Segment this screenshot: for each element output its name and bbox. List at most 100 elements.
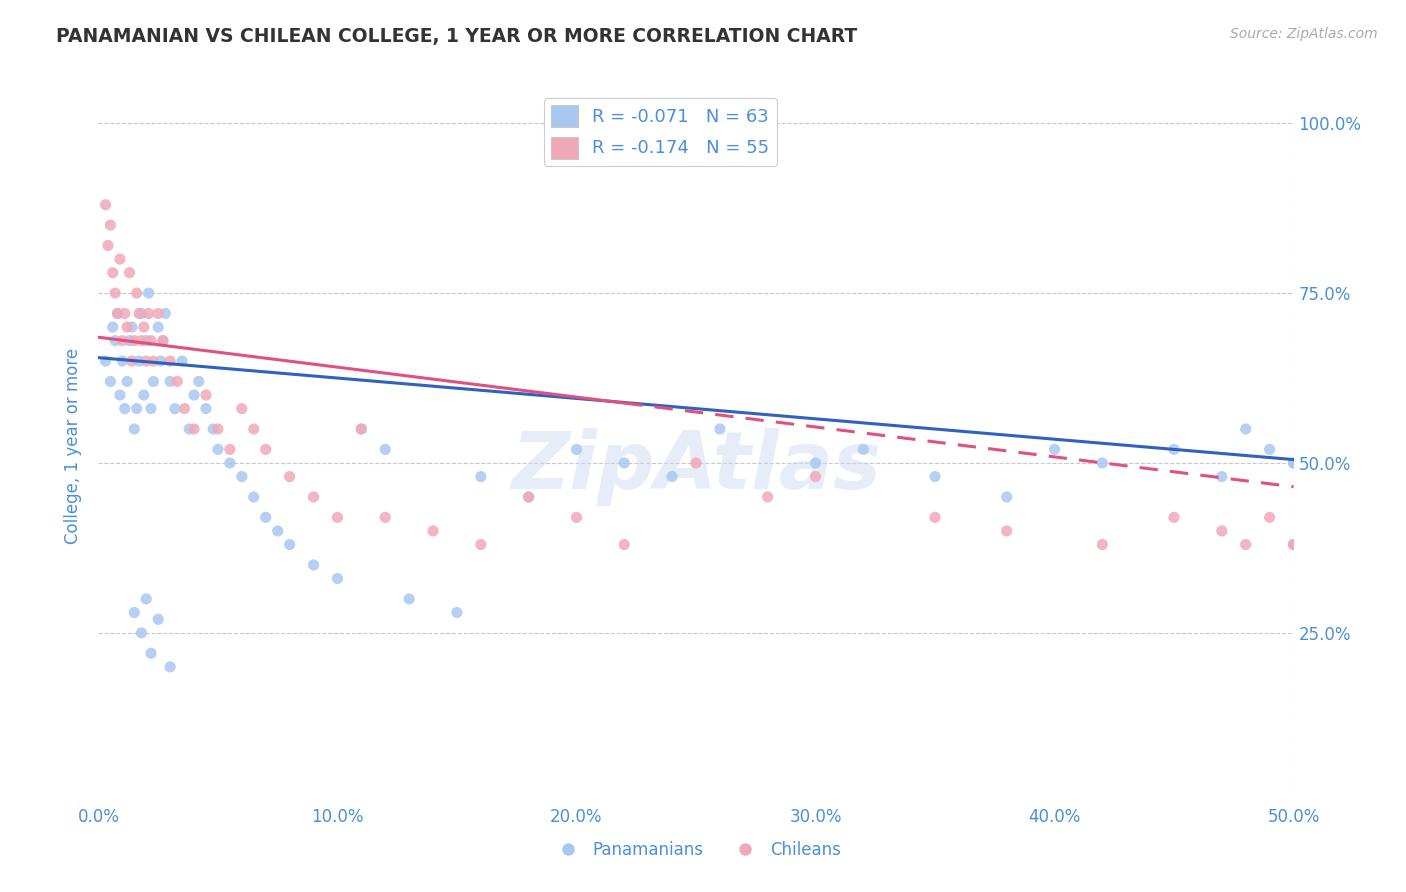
- Point: [148, 306, 170, 320]
- Point: [138, 306, 160, 320]
- Point: [374, 442, 396, 457]
- Point: [1234, 422, 1257, 436]
- Point: [124, 334, 146, 348]
- Point: [135, 354, 157, 368]
- Point: [132, 388, 155, 402]
- Point: [179, 422, 201, 436]
- Point: [804, 469, 827, 483]
- Point: [125, 401, 148, 416]
- Point: [163, 401, 186, 416]
- Point: [243, 490, 266, 504]
- Y-axis label: College, 1 year or more: College, 1 year or more: [65, 348, 83, 544]
- Point: [115, 320, 138, 334]
- Point: [470, 537, 492, 551]
- Point: [852, 442, 875, 457]
- Point: [111, 354, 134, 368]
- Point: [1211, 524, 1233, 538]
- Point: [1282, 456, 1305, 470]
- Point: [350, 422, 373, 436]
- Point: [128, 354, 150, 368]
- Point: [118, 334, 141, 348]
- Point: [159, 660, 181, 674]
- Point: [1282, 456, 1305, 470]
- Point: [613, 537, 636, 551]
- Point: [104, 334, 127, 348]
- Point: [267, 524, 290, 538]
- Point: [148, 320, 170, 334]
- Point: [139, 401, 162, 416]
- Point: [207, 442, 229, 457]
- Point: [121, 354, 143, 368]
- Point: [159, 375, 181, 389]
- Point: [131, 306, 153, 320]
- Point: [152, 334, 174, 348]
- Point: [517, 490, 540, 504]
- Point: [661, 469, 683, 483]
- Point: [183, 422, 205, 436]
- Point: [374, 510, 396, 524]
- Point: [187, 375, 209, 389]
- Point: [1258, 510, 1281, 524]
- Point: [101, 320, 124, 334]
- Point: [924, 469, 946, 483]
- Point: [1163, 510, 1185, 524]
- Point: [124, 606, 146, 620]
- Point: [1163, 442, 1185, 457]
- Point: [118, 266, 141, 280]
- Point: [326, 510, 349, 524]
- Point: [159, 354, 181, 368]
- Point: [254, 442, 277, 457]
- Point: [107, 306, 129, 320]
- Point: [124, 422, 146, 436]
- Point: [1091, 456, 1114, 470]
- Point: [804, 456, 827, 470]
- Point: [302, 558, 325, 572]
- Point: [350, 422, 373, 436]
- Point: [1282, 537, 1305, 551]
- Point: [114, 306, 136, 320]
- Point: [107, 306, 129, 320]
- Point: [108, 388, 131, 402]
- Point: [183, 388, 205, 402]
- Point: [135, 591, 157, 606]
- Point: [195, 401, 218, 416]
- Point: [94, 354, 117, 368]
- Point: [278, 469, 301, 483]
- Point: [128, 306, 150, 320]
- Point: [166, 375, 188, 389]
- Point: [565, 442, 588, 457]
- Point: [995, 524, 1018, 538]
- Point: [924, 510, 946, 524]
- Point: [101, 266, 124, 280]
- Point: [142, 375, 165, 389]
- Point: [98, 218, 122, 232]
- Point: [152, 334, 174, 348]
- Point: [1258, 442, 1281, 457]
- Point: [108, 252, 131, 266]
- Point: [446, 606, 468, 620]
- Point: [709, 422, 731, 436]
- Point: [326, 572, 349, 586]
- Point: [149, 354, 172, 368]
- Point: [207, 422, 229, 436]
- Point: [756, 490, 779, 504]
- Point: [173, 401, 195, 416]
- Point: [219, 456, 242, 470]
- Point: [231, 401, 253, 416]
- Point: [94, 198, 117, 212]
- Point: [195, 388, 218, 402]
- Text: PANAMANIAN VS CHILEAN COLLEGE, 1 YEAR OR MORE CORRELATION CHART: PANAMANIAN VS CHILEAN COLLEGE, 1 YEAR OR…: [56, 27, 858, 45]
- Point: [98, 375, 122, 389]
- Point: [231, 469, 253, 483]
- Point: [132, 320, 155, 334]
- Point: [254, 510, 277, 524]
- Text: ZipAtlas: ZipAtlas: [510, 428, 882, 507]
- Point: [613, 456, 636, 470]
- Point: [470, 469, 492, 483]
- Point: [111, 334, 134, 348]
- Point: [135, 334, 157, 348]
- Point: [517, 490, 540, 504]
- Point: [398, 591, 420, 606]
- Point: [172, 354, 194, 368]
- Point: [219, 442, 242, 457]
